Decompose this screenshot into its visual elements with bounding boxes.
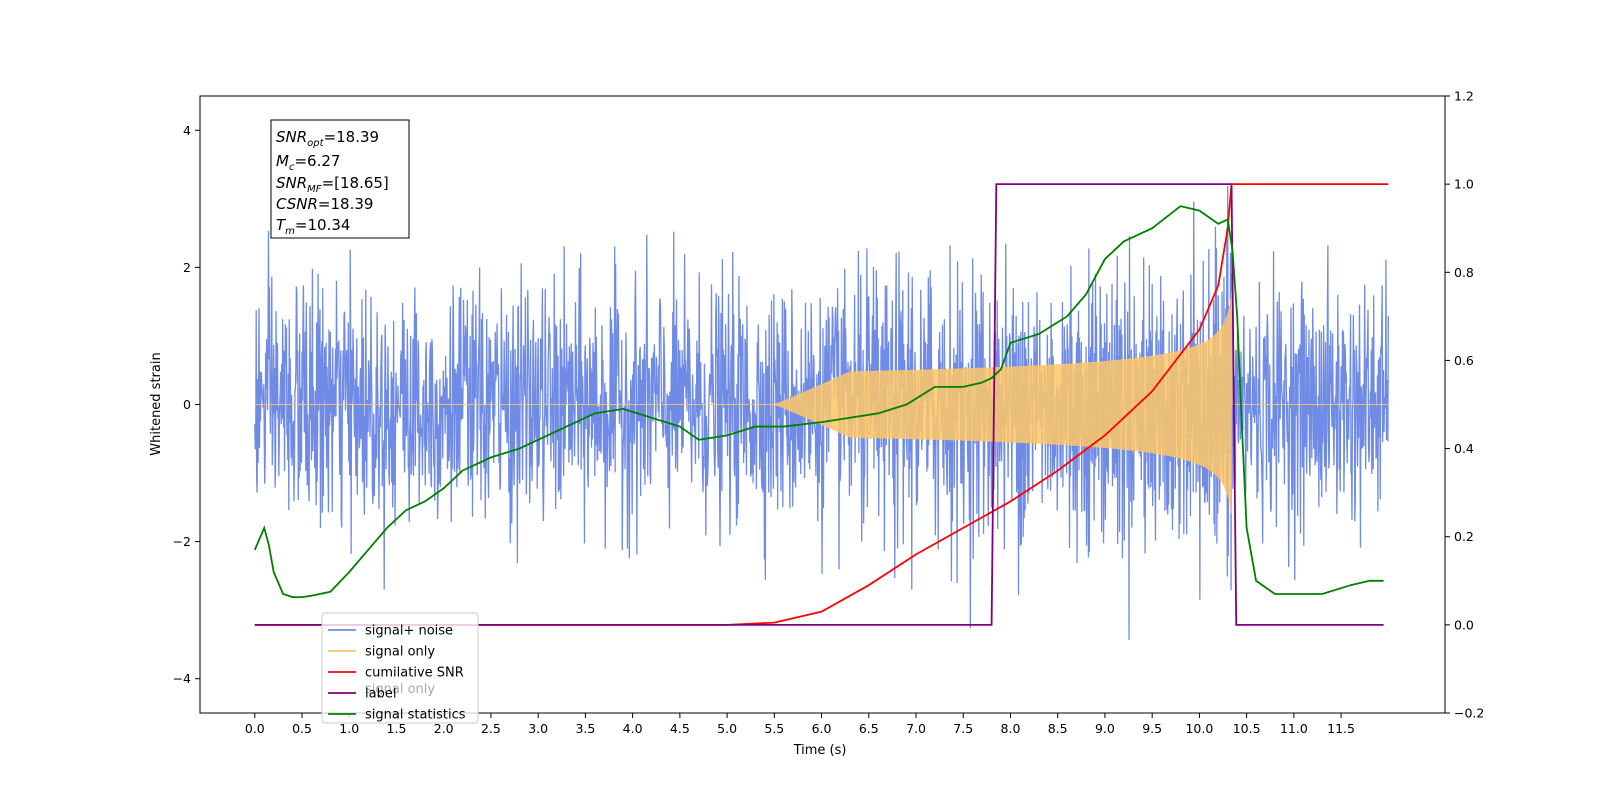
- x-tick-label: 0.0: [245, 721, 265, 736]
- legend-entry: label: [365, 687, 396, 702]
- x-tick-label: 2.0: [434, 721, 454, 736]
- info-tm: Tm=10.34: [276, 216, 350, 237]
- y-tick-label: −4: [173, 671, 191, 686]
- x-tick-label: 3.5: [575, 721, 595, 736]
- y-axis-left: 4 2 0 −2 −4: [173, 123, 200, 686]
- y2-tick-label: 1.2: [1454, 89, 1474, 104]
- info-snr-mf: SNRMF=[18.65]: [276, 174, 389, 195]
- x-tick-label: 1.5: [387, 721, 407, 736]
- x-tick-label: 10.0: [1185, 721, 1213, 736]
- x-tick-label: 7.5: [953, 721, 973, 736]
- y2-tick-label: 0.6: [1454, 353, 1474, 368]
- x-tick-label: 9.5: [1142, 721, 1162, 736]
- legend-entry: cumilative SNR: [365, 666, 464, 681]
- y2-tick-label: 0.0: [1454, 617, 1474, 632]
- x-tick-label: 2.5: [481, 721, 501, 736]
- x-tick-label: 9.0: [1095, 721, 1115, 736]
- x-tick-label: 3.0: [528, 721, 548, 736]
- legend-entry: signal statistics: [365, 708, 466, 723]
- legend-entry: signal only: [365, 645, 435, 660]
- y-tick-label: 2: [183, 260, 191, 275]
- y2-tick-label: −0.2: [1454, 706, 1484, 721]
- y2-tick-label: 0.4: [1454, 441, 1474, 456]
- series-cumulative-snr: [254, 183, 1389, 626]
- x-tick-label: 5.0: [717, 721, 737, 736]
- x-tick-label: 1.0: [339, 721, 359, 736]
- x-tick-label: 4.5: [670, 721, 690, 736]
- legend-entry: signal+ noise: [365, 624, 453, 639]
- y-tick-label: 4: [183, 123, 191, 138]
- x-axis-label: Time (s): [793, 743, 847, 758]
- x-tick-label: 0.5: [292, 721, 312, 736]
- series-label: [254, 183, 1384, 626]
- y2-tick-label: 0.2: [1454, 529, 1474, 544]
- x-tick-label: 5.5: [764, 721, 784, 736]
- x-axis: 0.0 0.5 1.0 1.5 2.0 2.5 3.0 3.5 4.0 4.5 5.0 5.5 6.0 6…: [245, 713, 1355, 736]
- y2-tick-label: 0.8: [1454, 265, 1474, 280]
- x-tick-label: 8.5: [1048, 721, 1068, 736]
- y-axis-label: Whitened strain: [149, 352, 164, 455]
- x-tick-label: 10.5: [1233, 721, 1261, 736]
- plot-area: [253, 183, 1389, 640]
- plot-frame: [199, 95, 1446, 714]
- x-tick-label: 6.0: [812, 721, 832, 736]
- info-mc: Mc=6.27: [276, 152, 340, 173]
- x-tick-label: 7.0: [906, 721, 926, 736]
- info-snr-opt: SNRopt=18.39: [276, 128, 379, 149]
- y2-tick-label: 1.0: [1454, 177, 1474, 192]
- x-tick-label: 11.5: [1327, 721, 1355, 736]
- y-tick-label: 0: [183, 397, 191, 412]
- x-tick-label: 8.0: [1001, 721, 1021, 736]
- x-tick-label: 6.5: [859, 721, 879, 736]
- info-csnr: CSNR=18.39: [276, 195, 373, 213]
- info-box: SNRopt=18.39 Mc=6.27 SNRMF=[18.65] CSNR=…: [270, 119, 410, 239]
- y-axis-right: 1.2 1.0 0.8 0.6 0.4 0.2 0.0 −0.2: [1445, 89, 1484, 721]
- x-tick-label: 11.0: [1280, 721, 1308, 736]
- y-tick-label: −2: [173, 534, 191, 549]
- legend-ghost-text: signal only: [365, 682, 435, 697]
- series-signal-only: [254, 291, 1389, 514]
- x-tick-label: 4.0: [623, 721, 643, 736]
- series-signal-statistics: [253, 205, 1384, 598]
